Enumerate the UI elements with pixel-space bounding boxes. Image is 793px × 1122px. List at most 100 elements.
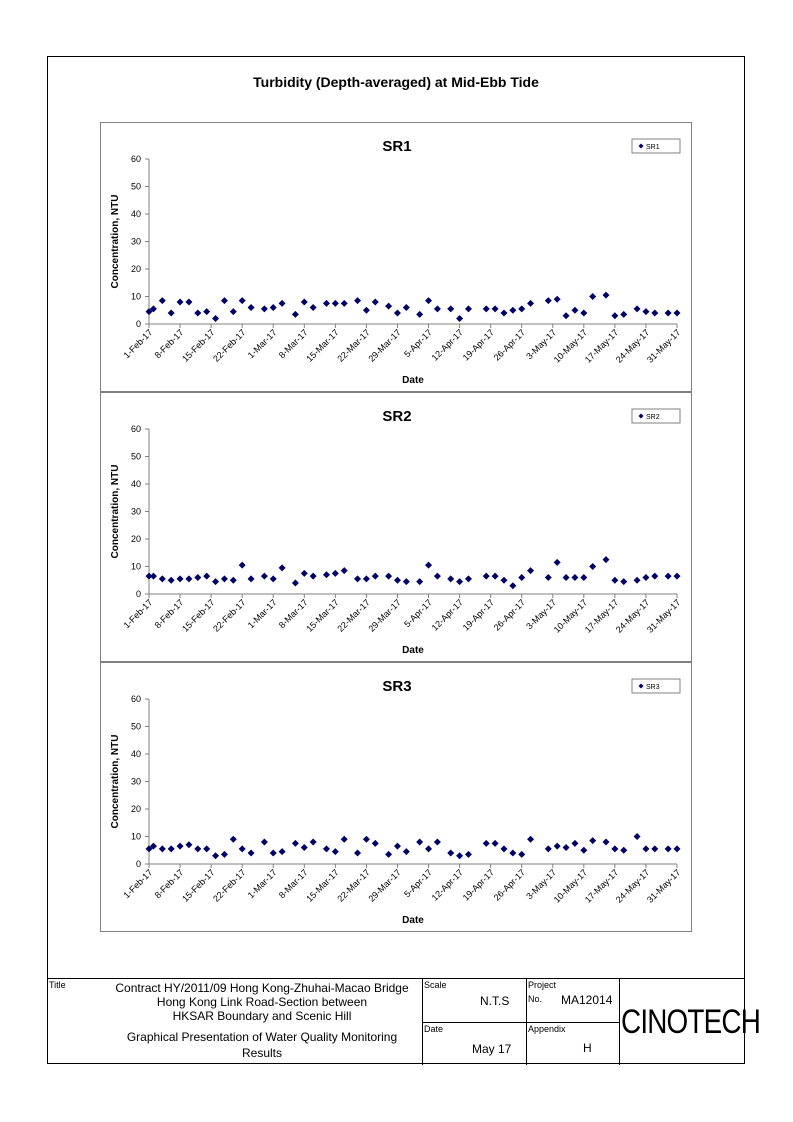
- data-point: [491, 839, 499, 847]
- data-point: [167, 576, 175, 584]
- contract-title: Contract HY/2011/09 Hong Kong-Zhuhai-Mac…: [107, 981, 417, 1023]
- data-point: [433, 838, 441, 846]
- x-axis-label: Date: [402, 375, 424, 386]
- y-tick-label: 30: [131, 507, 141, 517]
- data-point: [322, 845, 330, 853]
- data-point: [269, 849, 277, 857]
- y-tick-label: 50: [131, 722, 141, 732]
- y-tick-label: 60: [131, 424, 141, 434]
- data-point: [642, 574, 650, 581]
- data-point: [212, 578, 220, 586]
- data-point: [673, 572, 681, 580]
- data-point: [309, 304, 317, 311]
- data-point: [145, 572, 153, 580]
- data-point: [456, 852, 464, 860]
- data-point: [185, 575, 193, 583]
- x-tick-label: 5-Apr-17: [402, 867, 434, 899]
- data-point: [620, 578, 628, 586]
- data-point: [651, 845, 659, 853]
- chart-sr3: SR301020304050601-Feb-178-Feb-1715-Feb-1…: [110, 678, 682, 926]
- y-tick-label: 50: [131, 452, 141, 462]
- legend-label: SR3: [646, 684, 660, 691]
- appendix-value: H: [583, 1041, 592, 1055]
- data-point: [176, 842, 184, 850]
- page-frame: [47, 56, 745, 1064]
- title-block: Title Contract HY/2011/09 Hong Kong-Zhuh…: [47, 978, 761, 1065]
- x-tick-label: 26-Apr-17: [492, 327, 527, 362]
- data-point: [393, 309, 401, 317]
- data-point: [611, 845, 619, 853]
- x-tick-label: 31-May-17: [645, 597, 682, 634]
- data-point: [354, 849, 362, 857]
- data-point: [664, 309, 672, 317]
- chart-sr1: SR101020304050601-Feb-178-Feb-1715-Feb-1…: [110, 138, 682, 386]
- data-point: [553, 558, 561, 566]
- chart-panel-sr1: SR1 0 10 20 30 40 50 60 1-Feb-17 8-Feb-17 15-Feb-1…: [100, 122, 692, 392]
- x-tick-label: 29-Mar-17: [366, 867, 402, 903]
- data-point: [571, 839, 579, 847]
- data-point: [229, 308, 237, 316]
- y-tick-label: 20: [131, 264, 141, 274]
- legend: SR3: [631, 678, 681, 694]
- data-point: [518, 850, 526, 858]
- data-point: [580, 574, 588, 581]
- data-point: [527, 835, 535, 843]
- y-tick-label: 20: [131, 534, 141, 544]
- data-point: [611, 312, 619, 320]
- data-point: [269, 575, 277, 583]
- data-point: [158, 297, 166, 305]
- data-point: [562, 844, 570, 851]
- data-point: [425, 561, 433, 569]
- x-tick-label: 15-Mar-17: [304, 327, 340, 363]
- data-point: [544, 297, 552, 305]
- data-point: [229, 576, 237, 584]
- data-point: [309, 572, 317, 580]
- data-point: [194, 309, 202, 317]
- data-point: [238, 561, 246, 569]
- date-value: May 17: [472, 1042, 512, 1056]
- x-tick-label: 5-Apr-17: [402, 327, 434, 359]
- x-tick-label: 12-Apr-17: [430, 327, 465, 362]
- data-point: [340, 835, 348, 843]
- data-point: [203, 308, 211, 316]
- data-point: [482, 305, 490, 313]
- data-point: [673, 309, 681, 317]
- data-point: [158, 845, 166, 853]
- data-point: [633, 576, 641, 584]
- data-point: [291, 579, 299, 587]
- y-tick-label: 10: [131, 562, 141, 572]
- legend-marker: [638, 413, 644, 419]
- title-block-divider: [619, 979, 620, 1065]
- y-axis-label: Concentration, NTU: [110, 195, 121, 289]
- data-point: [589, 837, 597, 845]
- data-point: [176, 575, 184, 583]
- data-point: [491, 305, 499, 313]
- data-point: [491, 572, 499, 580]
- data-point: [509, 306, 517, 314]
- data-point: [340, 567, 348, 575]
- x-tick-label: 31-May-17: [645, 327, 682, 364]
- data-point: [447, 575, 455, 583]
- y-tick-label: 10: [131, 832, 141, 842]
- x-tick-label: 31-May-17: [645, 867, 682, 904]
- x-tick-label: 29-Mar-17: [366, 327, 402, 363]
- data-point: [509, 849, 517, 857]
- data-point: [518, 574, 526, 581]
- data-point: [167, 309, 175, 317]
- data-point: [482, 572, 490, 580]
- data-point: [220, 297, 228, 305]
- document-subtitle-line: Results: [241, 1046, 282, 1060]
- y-tick-label: 20: [131, 804, 141, 814]
- contract-title-line: Hong Kong Link Road-Section between: [156, 995, 368, 1009]
- data-point: [602, 838, 610, 846]
- data-point: [664, 572, 672, 580]
- chart-title: SR2: [382, 408, 411, 425]
- data-point: [371, 839, 379, 847]
- x-tick-label: 22-Mar-17: [335, 867, 371, 903]
- data-point: [464, 850, 472, 858]
- legend-marker: [638, 683, 644, 689]
- title-block-divider: [422, 1022, 619, 1023]
- data-point: [203, 572, 211, 580]
- data-point: [158, 575, 166, 583]
- data-point: [553, 295, 561, 303]
